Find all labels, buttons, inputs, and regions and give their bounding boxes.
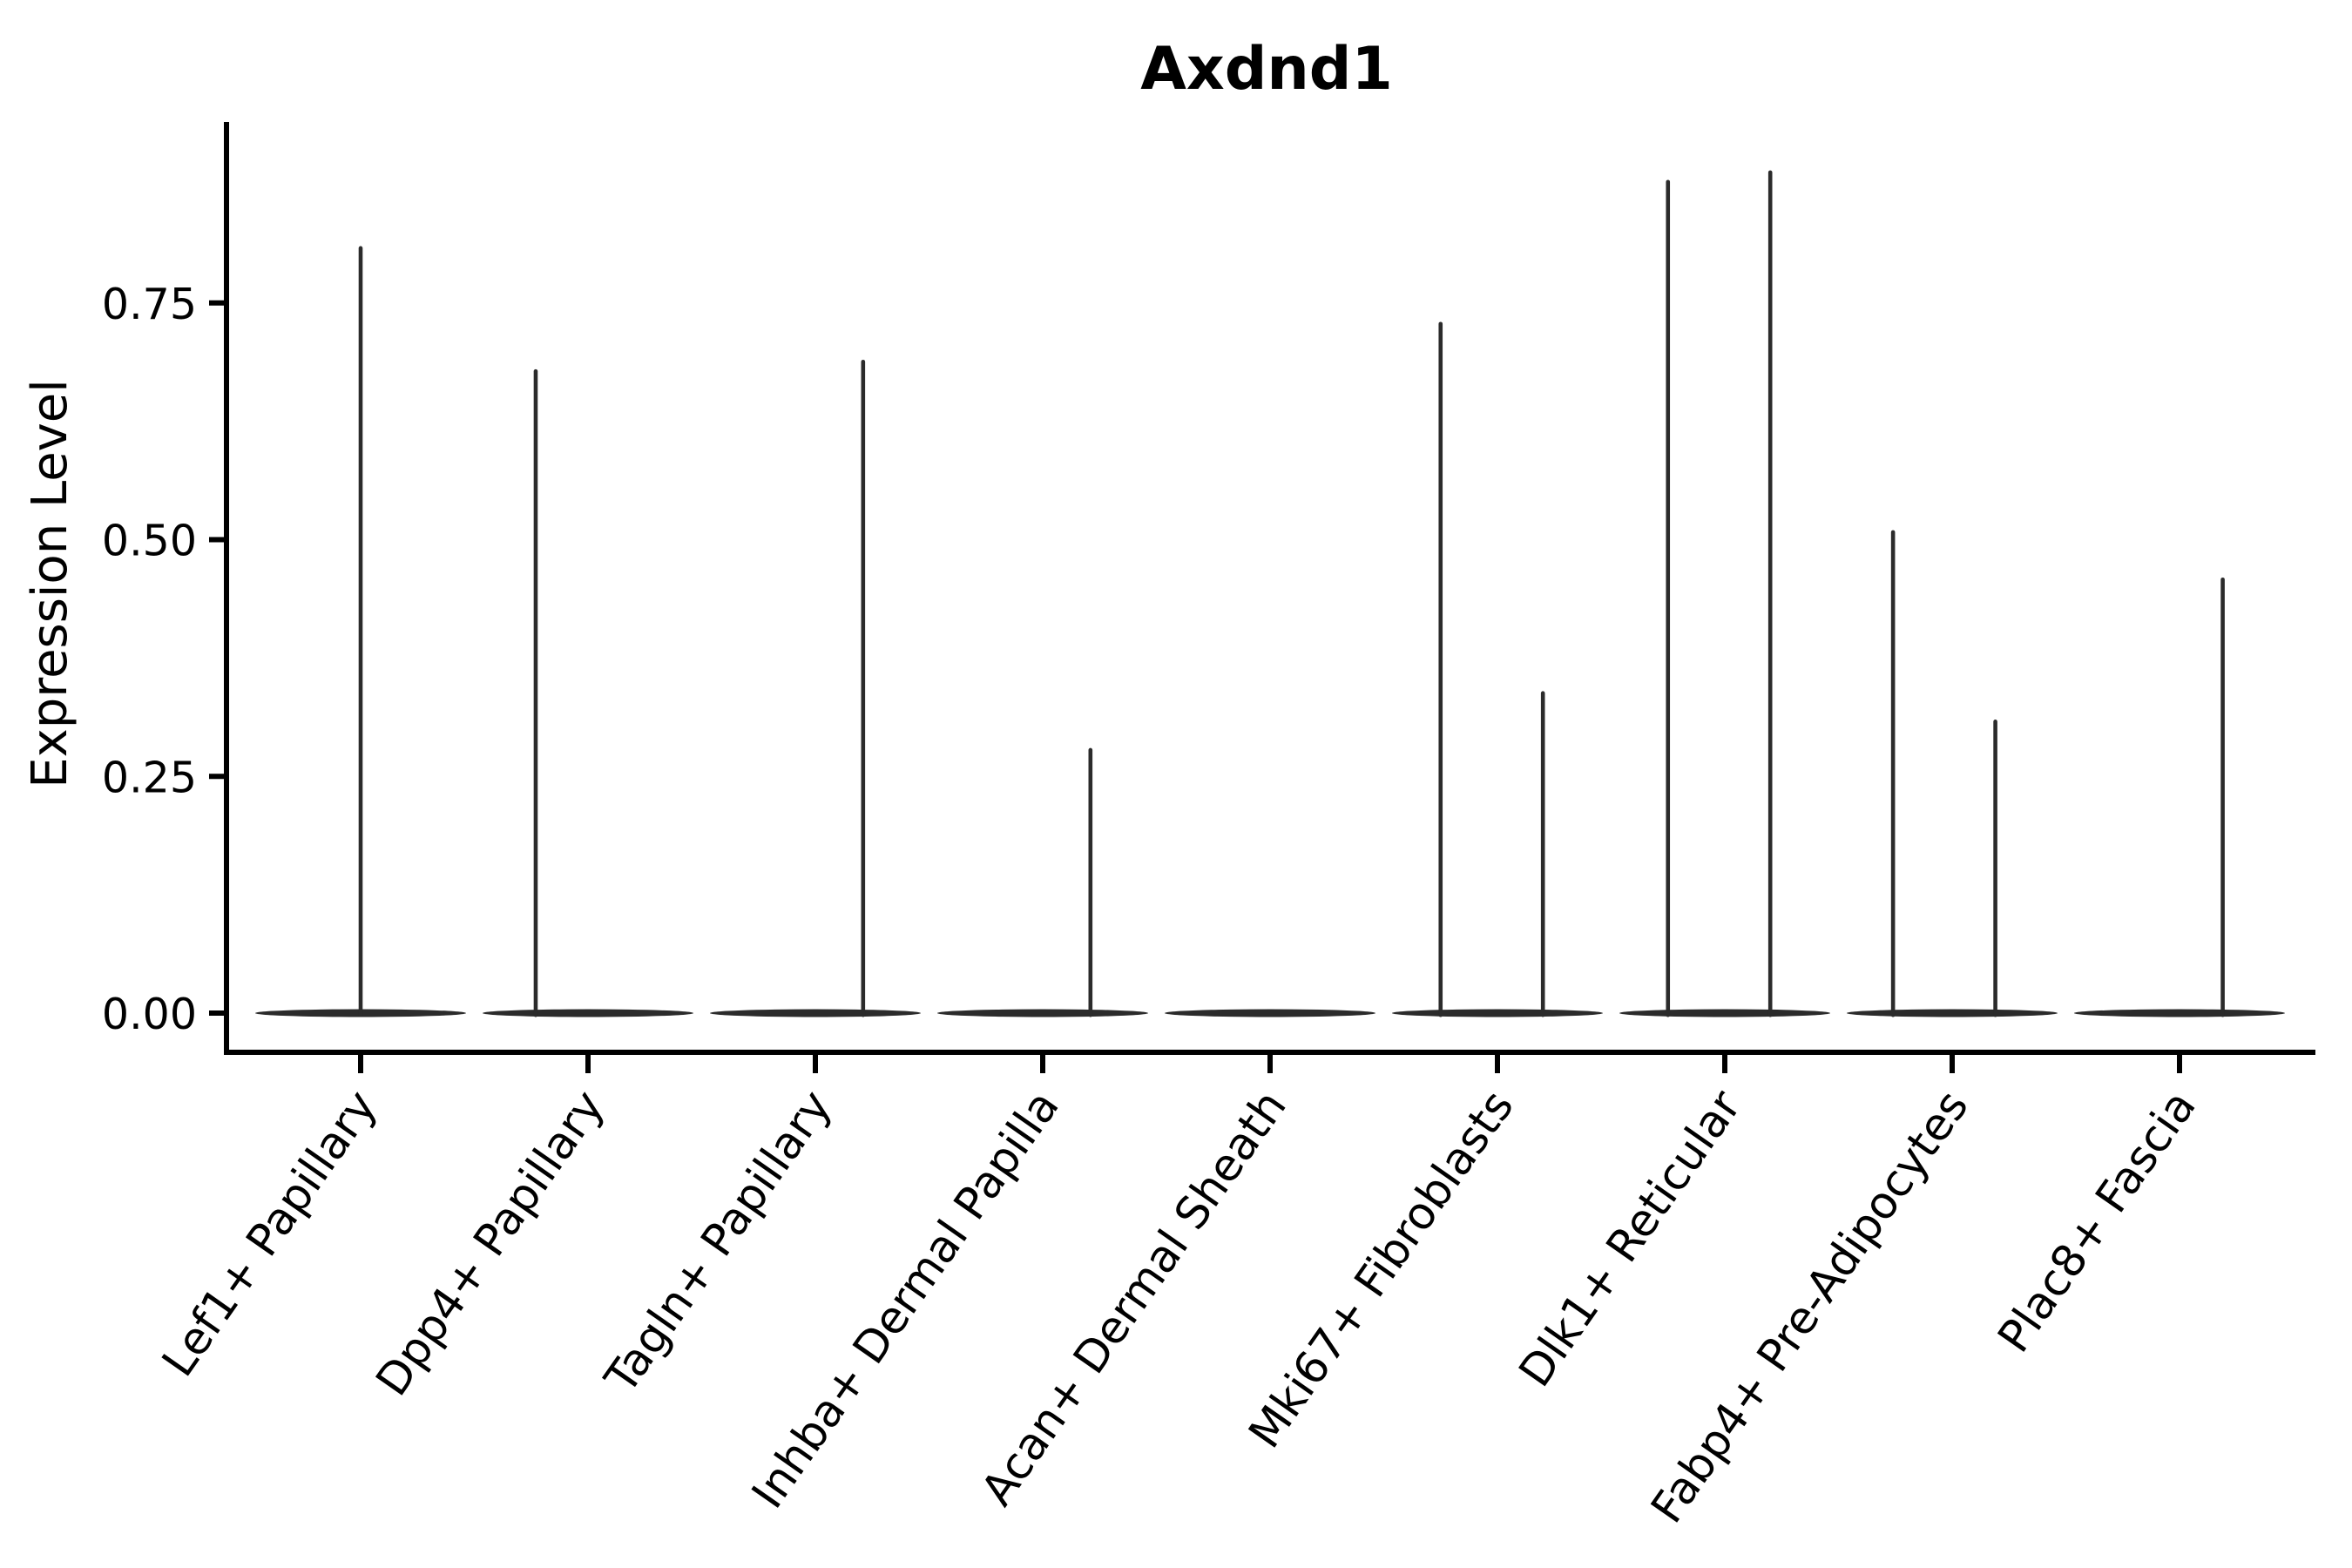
- expression-spike: [358, 246, 363, 1017]
- expression-spike: [1993, 720, 1997, 1017]
- expression-spike: [1088, 747, 1093, 1017]
- expression-spike: [1890, 530, 1896, 1017]
- x-tick-label: Dpp4+ Papillary: [367, 1082, 615, 1406]
- violin-body: [483, 1009, 693, 1017]
- violin-body: [710, 1009, 921, 1017]
- expression-spike: [1438, 321, 1443, 1017]
- x-tick-label: Tagln+ Papillary: [595, 1082, 841, 1404]
- expression-spike: [861, 359, 866, 1017]
- x-tick-label: Plac8+ Fascia: [1989, 1082, 2207, 1362]
- violins: [255, 170, 2285, 1017]
- expression-spike: [1666, 179, 1671, 1017]
- x-tick-label: Mki67+ Fibroblasts: [1240, 1082, 1524, 1458]
- x-tick-label: Dlk1+ Reticular: [1510, 1082, 1752, 1396]
- y-tick-label: 0.75: [102, 280, 197, 329]
- y-tick-label: 0.50: [102, 517, 197, 566]
- violin-body: [1847, 1009, 2058, 1017]
- y-axis-label: Expression Level: [22, 379, 78, 788]
- y-tick-label: 0.25: [102, 753, 197, 802]
- violin-body: [2074, 1009, 2285, 1017]
- y-tick-label: 0.00: [102, 990, 197, 1039]
- violin-body: [937, 1009, 1148, 1017]
- expression-spike: [1540, 691, 1545, 1017]
- x-tick-label: Lef1+ Papillary: [152, 1082, 387, 1386]
- expression-spike: [533, 368, 538, 1017]
- violin-body: [1619, 1009, 1830, 1017]
- expression-spike: [2220, 577, 2225, 1017]
- violin-body: [1392, 1009, 1603, 1017]
- violin-body: [1165, 1009, 1375, 1017]
- expression-spike: [1767, 170, 1773, 1017]
- plot-title: Axdnd1: [1140, 35, 1393, 104]
